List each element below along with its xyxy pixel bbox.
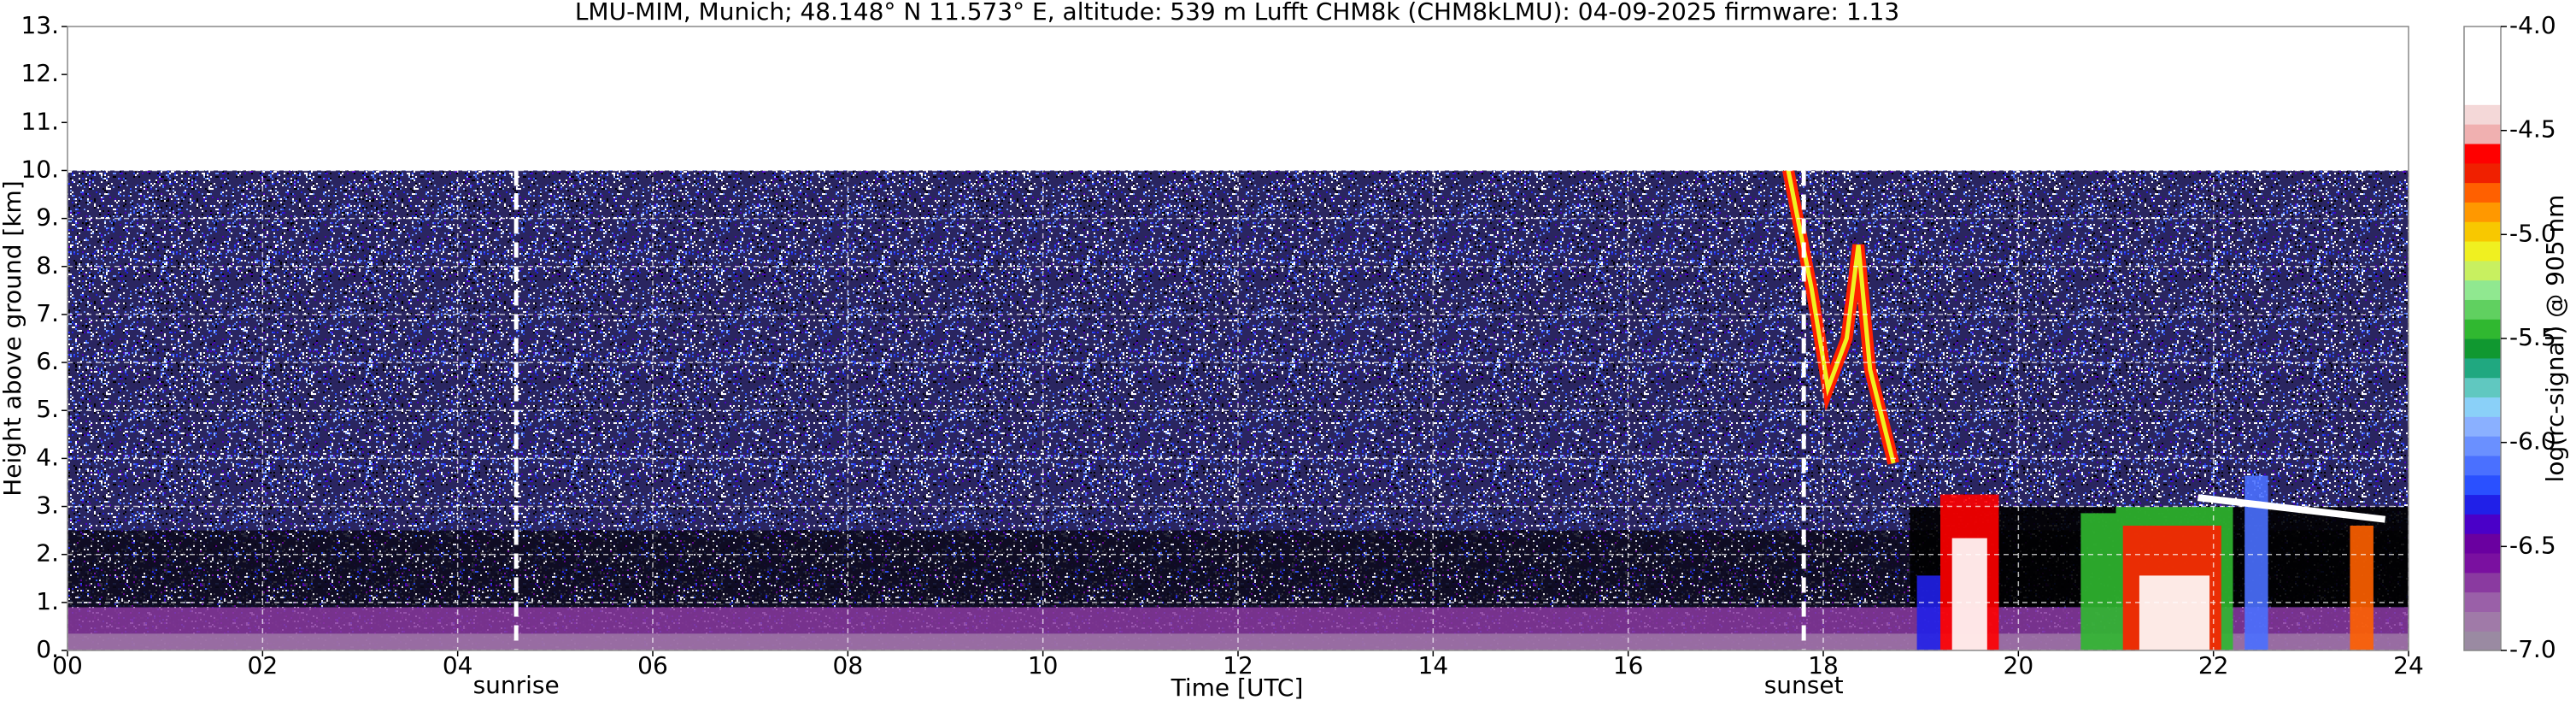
cloud-streak-core xyxy=(1786,169,1896,464)
colorbar-segment xyxy=(2464,65,2501,86)
y-tick-label: 5. xyxy=(36,395,59,423)
x-tick-label: 18 xyxy=(1808,651,1839,680)
colorbar-segment xyxy=(2464,338,2501,359)
colorbar-segment xyxy=(2464,45,2501,67)
colorbar-label: log(rc-signal) @ 905 nm xyxy=(2541,195,2569,483)
y-tick-label: 1. xyxy=(36,587,59,615)
cloud-region xyxy=(1916,575,1940,650)
colorbar-segment xyxy=(2464,474,2501,496)
y-tick-label: 2. xyxy=(36,539,59,568)
colorbar-segment xyxy=(2464,416,2501,437)
colorbar-segment xyxy=(2464,260,2501,281)
colorbar-segment xyxy=(2464,572,2501,593)
y-tick-label: 0. xyxy=(36,635,59,663)
colorbar-segment xyxy=(2464,143,2501,164)
cloud-region xyxy=(2350,526,2374,650)
x-tick-label: 14 xyxy=(1418,651,1449,680)
x-tick-label: 08 xyxy=(833,651,864,680)
x-tick-label: 04 xyxy=(443,651,473,680)
colorbar-segment xyxy=(2464,631,2501,651)
colorbar-segment xyxy=(2464,533,2501,554)
x-axis-label: Time [UTC] xyxy=(1171,674,1304,702)
plot-frame xyxy=(67,26,2409,651)
y-tick-label: 7. xyxy=(36,299,59,327)
x-tick-label: 06 xyxy=(637,651,668,680)
colorbar-segment xyxy=(2464,240,2501,262)
colorbar-segment xyxy=(2464,552,2501,574)
colorbar-tick-label: -5.0 xyxy=(2509,219,2556,247)
x-tick-label: 00 xyxy=(52,651,83,680)
x-tick-label: 22 xyxy=(2198,651,2229,680)
colorbar-segment xyxy=(2464,377,2501,398)
cloud-region xyxy=(2080,513,2116,650)
x-tick-label: 20 xyxy=(2004,651,2034,680)
y-tick-label: 11. xyxy=(21,107,59,135)
colorbar-tick-label: -7.0 xyxy=(2509,635,2556,663)
y-tick-label: 4. xyxy=(36,443,59,471)
cloud-region xyxy=(1951,538,1987,650)
colorbar-segment xyxy=(2464,591,2501,612)
chart-title: LMU-MIM, Munich; 48.148° N 11.573° E, al… xyxy=(575,0,1899,26)
colorbar-segment xyxy=(2464,221,2501,242)
colorbar-segment xyxy=(2464,455,2501,476)
y-tick-label: 3. xyxy=(36,491,59,520)
colorbar-tick-label: -6.5 xyxy=(2509,531,2556,559)
annotation-label: sunrise xyxy=(473,671,560,699)
x-tick-label: 02 xyxy=(248,651,279,680)
y-axis-label: Height above ground [km] xyxy=(0,180,26,497)
colorbar-segment xyxy=(2464,124,2501,144)
cloud-region xyxy=(2139,575,2210,650)
cloud-layer xyxy=(2197,494,2386,523)
colorbar-tick-label: -6.0 xyxy=(2509,427,2556,456)
colorbar-segment xyxy=(2464,279,2501,300)
colorbar-tick-label: -4.5 xyxy=(2509,115,2556,144)
y-tick-label: 12. xyxy=(21,59,59,87)
y-tick-label: 13. xyxy=(21,11,59,39)
y-tick-label: 6. xyxy=(36,347,59,375)
colorbar-segment xyxy=(2464,319,2501,339)
y-tick-label: 10. xyxy=(21,155,59,183)
colorbar-segment xyxy=(2464,494,2501,515)
x-tick-label: 10 xyxy=(1028,651,1059,680)
colorbar-segment xyxy=(2464,162,2501,184)
colorbar-segment xyxy=(2464,85,2501,105)
colorbar-segment xyxy=(2464,357,2501,379)
colorbar-tick-label: -5.5 xyxy=(2509,323,2556,351)
colorbar-segment xyxy=(2464,202,2501,222)
colorbar-segment xyxy=(2464,611,2501,632)
colorbar-segment xyxy=(2464,436,2501,456)
x-tick-label: 24 xyxy=(2393,651,2424,680)
annotation-label: sunset xyxy=(1764,671,1844,699)
colorbar-segment xyxy=(2464,514,2501,534)
colorbar-segment xyxy=(2464,397,2501,417)
x-tick-label: 12 xyxy=(1223,651,1253,680)
colorbar-segment xyxy=(2464,26,2501,47)
y-tick-label: 9. xyxy=(36,203,59,232)
x-tick-label: 16 xyxy=(1613,651,1644,680)
colorbar-segment xyxy=(2464,299,2501,320)
colorbar-tick-label: -4.0 xyxy=(2509,11,2556,39)
plot-top-blank xyxy=(67,26,2409,171)
y-tick-label: 8. xyxy=(36,251,59,279)
colorbar-segment xyxy=(2464,182,2501,203)
colorbar-segment xyxy=(2464,104,2501,125)
